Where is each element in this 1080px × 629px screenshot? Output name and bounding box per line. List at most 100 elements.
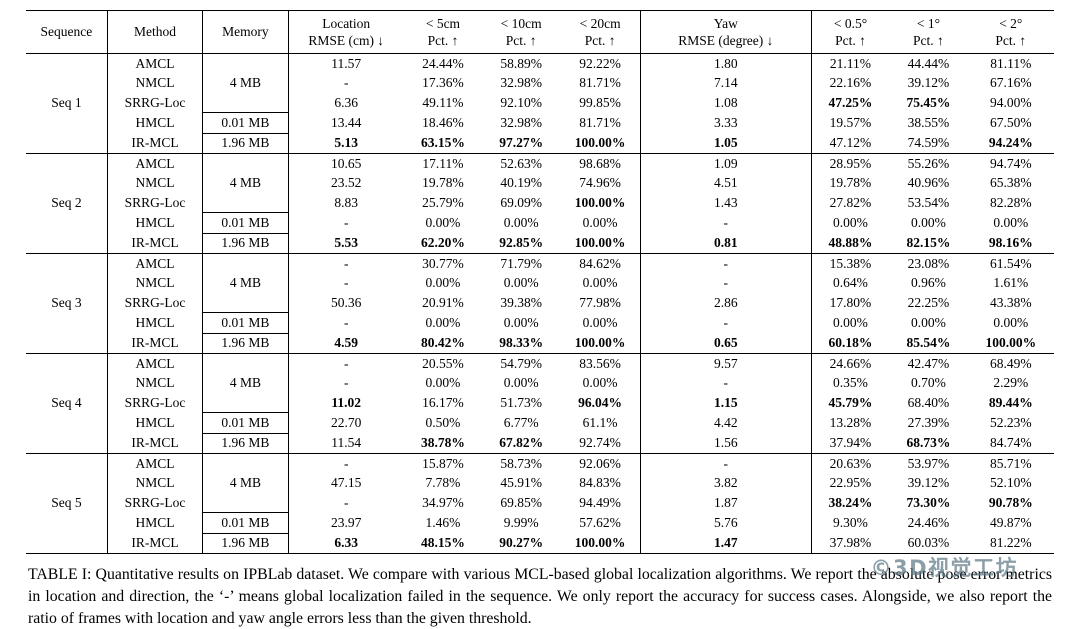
value-cell: 81.71%	[560, 73, 641, 93]
value-cell: 0.64%	[833, 275, 868, 290]
header-line1: < 2°	[999, 16, 1023, 31]
value-cell: 18.46%	[422, 114, 464, 130]
value-cell: 94.00%	[989, 94, 1032, 110]
value-cell: 74.96%	[560, 173, 641, 193]
value-cell: 100.00%	[560, 133, 641, 154]
value-cell: 0.00%	[560, 212, 641, 233]
value-cell: 52.23%	[989, 414, 1032, 430]
value-cell: 55.26%	[907, 155, 950, 171]
value-cell: -	[343, 75, 349, 90]
value-cell: 53.54%	[907, 194, 950, 210]
value-cell: 23.08%	[907, 255, 950, 271]
value-cell: -	[640, 453, 812, 474]
value-cell: 85.54%	[889, 333, 968, 354]
value-cell: 11.54	[288, 433, 404, 454]
value-cell: 38.78%	[403, 433, 483, 454]
value-cell: 0.96%	[910, 275, 946, 290]
memory-cell: 1.96 MB	[202, 433, 289, 454]
value-cell: 0.00%	[425, 314, 461, 330]
table-row: Seq 1 AMCL 4 MB 11.57 24.44% 58.89% 92.22% 1.80…	[26, 53, 1054, 154]
value-cell: 39.12%	[907, 475, 950, 490]
table-row: IR-MCL 1.96 MB 11.54 38.78% 67.82% 92.74% 1.56…	[26, 433, 1054, 454]
value-cell: 21.11%	[829, 55, 872, 71]
value-cell: 32.98%	[500, 75, 542, 90]
value-cell: 92.74%	[560, 433, 641, 454]
value-cell: 0.00%	[993, 314, 1029, 330]
header-line1: Location	[322, 16, 371, 31]
value-cell: 1.15	[640, 393, 812, 413]
value-cell: -	[343, 494, 349, 510]
table-row: NMCL -0.00% 0.00% 0.00% -0.35% 0.70% 2.29%	[26, 373, 1054, 393]
value-cell: 60.03%	[889, 533, 968, 554]
value-cell: 45.91%	[500, 475, 542, 490]
value-cell: -	[640, 273, 812, 293]
value-cell: 94.49%	[560, 493, 641, 513]
value-cell: 19.78%	[422, 175, 464, 190]
col-header-metric: < 5cm Pct. ↑	[403, 10, 483, 54]
header-line2: Pct. ↑	[505, 33, 537, 48]
value-cell: -	[343, 214, 349, 230]
value-cell: 11.57	[331, 55, 362, 71]
value-cell: 3.33	[640, 112, 812, 133]
value-cell: 22.95%	[829, 475, 872, 490]
value-cell: 0.00%	[425, 214, 461, 230]
method-cell: NMCL	[107, 473, 204, 493]
value-cell: 20.55%	[422, 355, 464, 371]
value-cell: 0.00%	[503, 275, 539, 290]
table-row: IR-MCL 1.96 MB 4.59 80.42% 98.33% 100.00% 0.65…	[26, 333, 1054, 354]
value-cell: 84.62%	[560, 253, 641, 274]
value-cell: 84.74%	[967, 433, 1054, 454]
value-cell: 39.38%	[500, 294, 542, 310]
value-cell: 0.00%	[910, 214, 946, 230]
table-row: SRRG-Loc 8.83 25.79% 69.09% 100.00% 1.43 27.82…	[26, 193, 1054, 213]
value-cell: 39.12%	[907, 75, 950, 90]
value-cell: 48.15%	[403, 533, 483, 554]
value-cell: 38.55%	[907, 114, 950, 130]
value-cell: 27.39%	[907, 414, 950, 430]
col-header-metric: Yaw RMSE (degree) ↓	[640, 10, 812, 54]
value-cell: 23.52	[331, 175, 362, 190]
header-line1: Yaw	[713, 16, 738, 31]
table-row: NMCL -0.00% 0.00% 0.00% -0.64% 0.96% 1.61%	[26, 273, 1054, 293]
col-header-metric: < 20cm Pct. ↑	[560, 10, 641, 54]
sequence-cell: Seq 1	[26, 53, 108, 154]
memory-cell: 4 MB	[202, 253, 289, 313]
value-cell: 74.59%	[889, 133, 968, 154]
value-cell: 48.88%	[811, 233, 890, 254]
results-table: Sequence Method Memory Location RMSE (cm) ↓ <…	[26, 10, 1054, 554]
table-body: Seq 1 AMCL 4 MB 11.57 24.44% 58.89% 92.22% 1.80…	[26, 53, 1054, 554]
value-cell: 40.96%	[907, 175, 950, 190]
value-cell: 80.42%	[403, 333, 483, 354]
value-cell: 1.46%	[425, 514, 461, 530]
value-cell: 1.56	[640, 433, 812, 454]
value-cell: 7.78%	[425, 475, 461, 490]
value-cell: 8.83	[334, 194, 358, 210]
value-cell: 89.44%	[988, 394, 1033, 410]
method-cell: NMCL	[107, 273, 204, 293]
method-cell: IR-MCL	[107, 233, 204, 254]
table-row: NMCL - 17.36% 32.98% 81.71% 7.14 22.16% 39.12% 6…	[26, 73, 1054, 93]
memory-cell: 0.01 MB	[202, 112, 289, 134]
value-cell: 1.08	[640, 93, 812, 113]
header-line1: < 10cm	[500, 16, 542, 31]
value-cell: 61.1%	[560, 412, 641, 433]
value-cell: 65.38%	[989, 175, 1032, 190]
table-row: SRRG-Loc 11.02 16.17% 51.73% 96.04% 1.15 45.79…	[26, 393, 1054, 413]
memory-cell: 4 MB	[202, 353, 289, 413]
value-cell: 22.25%	[907, 294, 950, 310]
method-cell: AMCL	[107, 153, 204, 174]
value-cell: 20.63%	[829, 455, 872, 471]
value-cell: 84.83%	[560, 473, 641, 493]
table-row: Seq 5 AMCL 4 MB -15.87% 58.73% 92.06% -20.63% 5…	[26, 453, 1054, 554]
value-cell: 9.30%	[833, 514, 868, 530]
value-cell: 3.82	[640, 473, 812, 493]
value-cell: 100.00%	[560, 193, 641, 213]
value-cell: 47.15	[331, 475, 362, 490]
value-cell: -	[640, 373, 812, 393]
value-cell: 0.00%	[503, 314, 539, 330]
value-cell: 100.00%	[560, 333, 641, 354]
value-cell: 81.71%	[560, 112, 641, 133]
value-cell: 67.50%	[989, 114, 1032, 130]
value-cell: 98.16%	[967, 233, 1054, 254]
method-cell: NMCL	[107, 73, 204, 93]
